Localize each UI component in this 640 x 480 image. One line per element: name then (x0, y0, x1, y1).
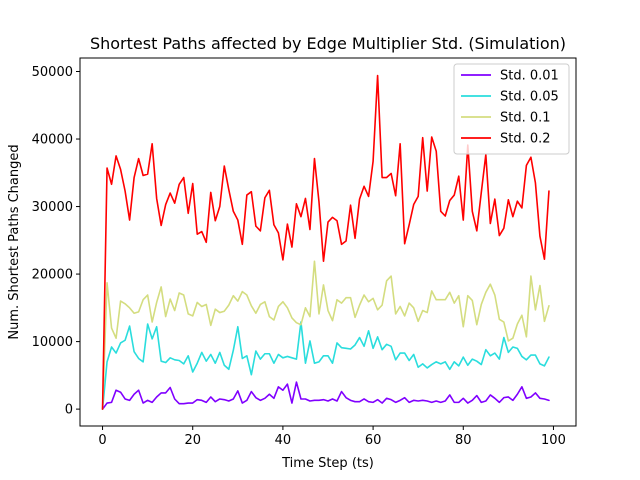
x-tick-label: 20 (184, 433, 201, 448)
x-tick-label: 60 (365, 433, 382, 448)
legend-label: Std. 0.2 (500, 132, 551, 147)
series-line-0 (101, 381, 550, 410)
legend-items: Std. 0.01 Std. 0.05 Std. 0.1 Std. 0.2 (461, 69, 559, 147)
x-tick-label: 40 (275, 433, 292, 448)
y-tick-label: 20000 (32, 268, 73, 283)
series-line-1 (101, 321, 550, 410)
chart-title: Shortest Paths affected by Edge Multipli… (90, 34, 566, 53)
series-line-2 (101, 260, 550, 410)
y-axis: 0 10000 20000 30000 40000 50000 (32, 65, 80, 418)
legend: Std. 0.01 Std. 0.05 Std. 0.1 Std. 0.2 (453, 63, 570, 155)
x-axis-label: Time Step (ts) (281, 456, 374, 471)
legend-label: Std. 0.1 (500, 111, 551, 126)
plot-lines (101, 74, 550, 410)
y-axis-label: Num. Shortest Paths Changed (7, 144, 22, 339)
legend-label: Std. 0.05 (500, 90, 559, 105)
legend-box (453, 63, 570, 155)
plot-frame (79, 57, 577, 427)
x-axis: 0 20 40 60 80 100 (98, 426, 566, 448)
y-tick-label: 10000 (32, 335, 73, 350)
y-tick-label: 40000 (32, 133, 73, 148)
y-tick-label: 30000 (32, 200, 73, 215)
y-tick-label: 50000 (32, 65, 73, 80)
legend-label: Std. 0.01 (500, 69, 559, 84)
x-tick-label: 80 (455, 433, 472, 448)
y-tick-label: 0 (65, 403, 73, 418)
series-line-3 (101, 74, 550, 410)
x-tick-label: 0 (98, 433, 106, 448)
x-tick-label: 100 (541, 433, 566, 448)
